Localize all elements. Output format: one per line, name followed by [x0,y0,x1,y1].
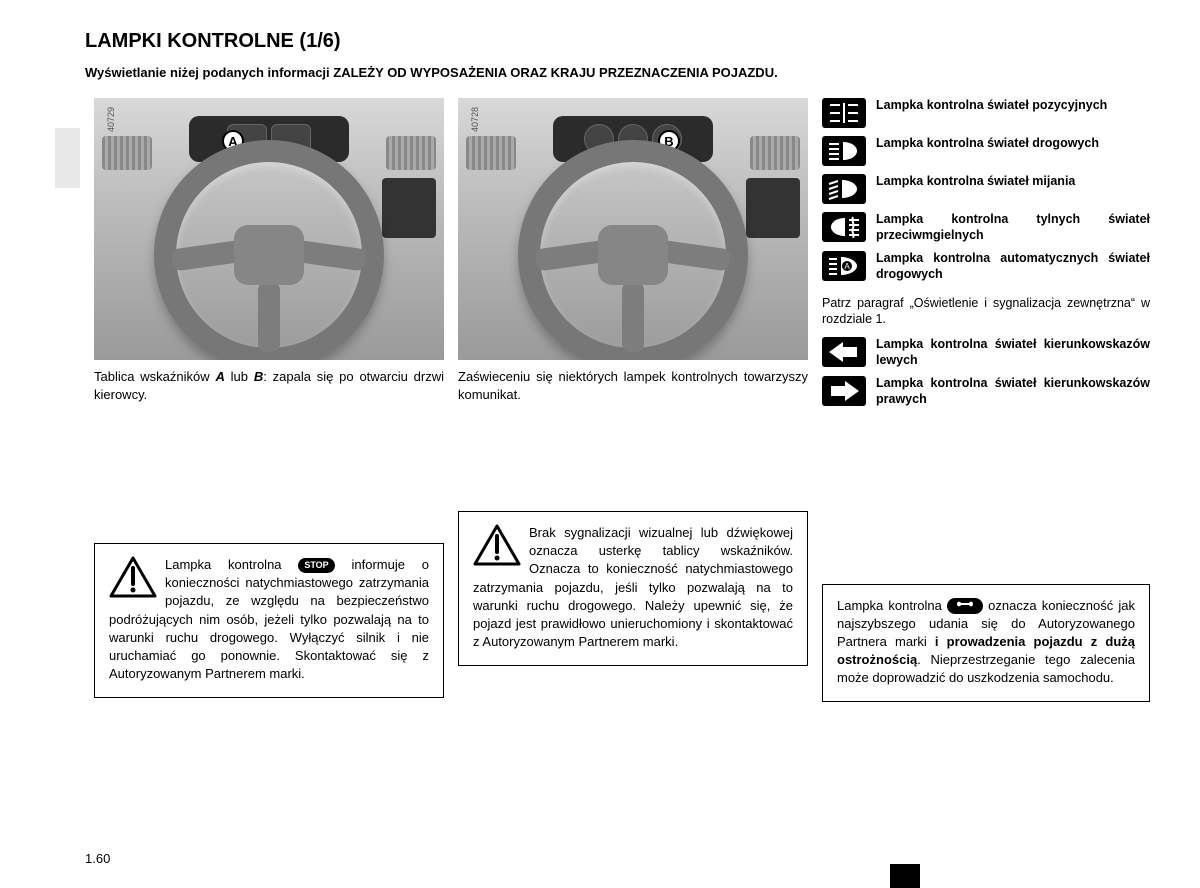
indicator-row: Lampka kontrolna świateł mijania [822,174,1150,204]
indicator-label: Lampka kontrolna automatycznych świateł … [876,251,1150,282]
section-tab-marker [55,128,80,188]
indicator-label: Lampka kontrolna świateł kierunkowskazów… [876,376,1150,407]
high-beam-icon [822,136,866,166]
warning-box-stop: Lampka kontrolna STOP informuje o koniec… [94,543,444,698]
indicator-row: Lampka kontrolna świateł pozycyjnych [822,98,1150,128]
indicator-row: Lampka kontrolna świateł kierunkowskazów… [822,376,1150,407]
auto-high-icon [822,251,866,281]
warning-triangle-icon [473,524,521,566]
rear-fog-icon [822,212,866,242]
wrench-badge-icon [947,598,983,614]
column-left: 40729 A Tablica wskaźników A lub B: zapa… [94,98,444,702]
bottom-tab-marker [890,864,920,888]
arrow-right-icon [822,376,866,406]
caption-left: Tablica wskaźników A lub B: zapala się p… [94,368,444,403]
indicator-row: Lampka kontrolna tylnych świateł przeciw… [822,212,1150,243]
figure-dashboard-b: 40728 B [458,98,808,360]
warning-box-service: Lampka kontrolna oznacza konieczność jak… [822,584,1150,703]
indicator-list: Lampka kontrolna świateł pozycyjnych Lam… [822,98,1150,291]
figure-dashboard-a: 40729 A [94,98,444,360]
warning-box-malfunction: Brak sygnalizacji wizualnej lub dźwiękow… [458,511,808,666]
reference-text: Patrz paragraf „Oświetlenie i sygnalizac… [822,295,1150,328]
page-number: 1.60 [85,851,110,866]
indicator-label: Lampka kontrolna świateł drogowych [876,136,1099,152]
arrow-left-icon [822,337,866,367]
warning-triangle-icon [109,556,157,598]
figure-ref-b: 40728 [470,107,480,132]
low-beam-icon [822,174,866,204]
caption-middle: Zaświeceniu się niektórych lampek kontro… [458,368,808,403]
indicator-label: Lampka kontrolna świateł mijania [876,174,1075,190]
indicator-label: Lampka kontrolna świateł kierunkowskazów… [876,337,1150,368]
indicator-row: Lampka kontrolna świateł drogowych [822,136,1150,166]
indicator-label: Lampka kontrolna tylnych świateł przeciw… [876,212,1150,243]
indicator-row: Lampka kontrolna świateł kierunkowskazów… [822,337,1150,368]
figure-ref-a: 40729 [106,107,116,132]
indicator-label: Lampka kontrolna świateł pozycyjnych [876,98,1107,114]
page-title: LAMPKI KONTROLNE (1/6) [85,30,1150,53]
indicator-row: Lampka kontrolna automatycznych świateł … [822,251,1150,282]
column-middle: 40728 B Zaświeceniu się niektórych lampe… [458,98,808,702]
turn-indicator-list: Lampka kontrolna świateł kierunkowskazów… [822,337,1150,416]
stop-badge-icon: STOP [298,558,334,573]
column-right: Lampka kontrolna świateł pozycyjnych Lam… [822,98,1150,702]
position-icon [822,98,866,128]
page-subtitle: Wyświetlanie niżej podanych informacji Z… [85,65,1150,80]
